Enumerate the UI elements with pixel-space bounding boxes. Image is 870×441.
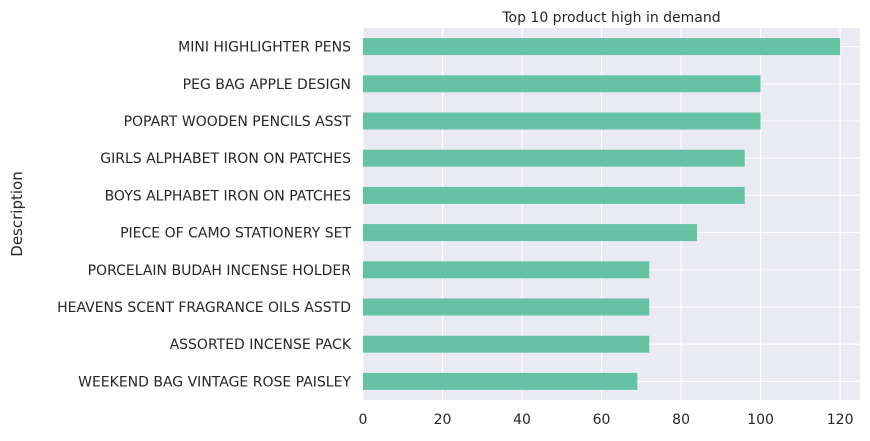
y-tick-labels: MINI HIGHLIGHTER PENS PEG BAG APPLE DESIG… bbox=[57, 40, 352, 391]
y-tick-label: GIRLS ALPHABET IRON ON PATCHES bbox=[100, 151, 351, 167]
y-tick-label: BOYS ALPHABET IRON ON PATCHES bbox=[105, 188, 352, 204]
y-tick-label: WEEKEND BAG VINTAGE ROSE PAISLEY bbox=[78, 374, 351, 390]
y-tick-label: PEG BAG APPLE DESIGN bbox=[183, 77, 351, 93]
y-tick-label: ASSORTED INCENSE PACK bbox=[170, 337, 352, 353]
x-tick-label: 40 bbox=[513, 412, 531, 428]
chart-title: Top 10 product high in demand bbox=[501, 10, 720, 26]
bar bbox=[363, 186, 745, 204]
y-tick-label: POPART WOODEN PENCILS ASST bbox=[124, 114, 352, 130]
y-tick-label: HEAVENS SCENT FRAGRANCE OILS ASSTD bbox=[57, 300, 351, 316]
bar bbox=[363, 38, 841, 56]
y-axis-label: Description bbox=[8, 171, 26, 256]
bar bbox=[363, 335, 650, 353]
x-tick-label: 20 bbox=[434, 412, 452, 428]
bars bbox=[363, 38, 841, 390]
bar bbox=[363, 298, 650, 316]
y-tick-label: PIECE OF CAMO STATIONERY SET bbox=[120, 226, 351, 242]
x-tick-label: 80 bbox=[672, 412, 690, 428]
y-tick-label: PORCELAIN BUDAH INCENSE HOLDER bbox=[88, 263, 352, 279]
x-tick-label: 120 bbox=[827, 412, 854, 428]
bar bbox=[363, 224, 697, 242]
y-tick-label: MINI HIGHLIGHTER PENS bbox=[178, 40, 351, 56]
x-tick-label: 0 bbox=[359, 412, 368, 428]
bar bbox=[363, 149, 745, 167]
x-tick-labels: 0 20 40 60 80 100 120 bbox=[359, 412, 854, 428]
x-tick-label: 60 bbox=[593, 412, 611, 428]
bar bbox=[363, 75, 761, 93]
bar bbox=[363, 112, 761, 130]
x-tick-label: 100 bbox=[747, 412, 774, 428]
bar bbox=[363, 372, 638, 390]
bar bbox=[363, 261, 650, 279]
